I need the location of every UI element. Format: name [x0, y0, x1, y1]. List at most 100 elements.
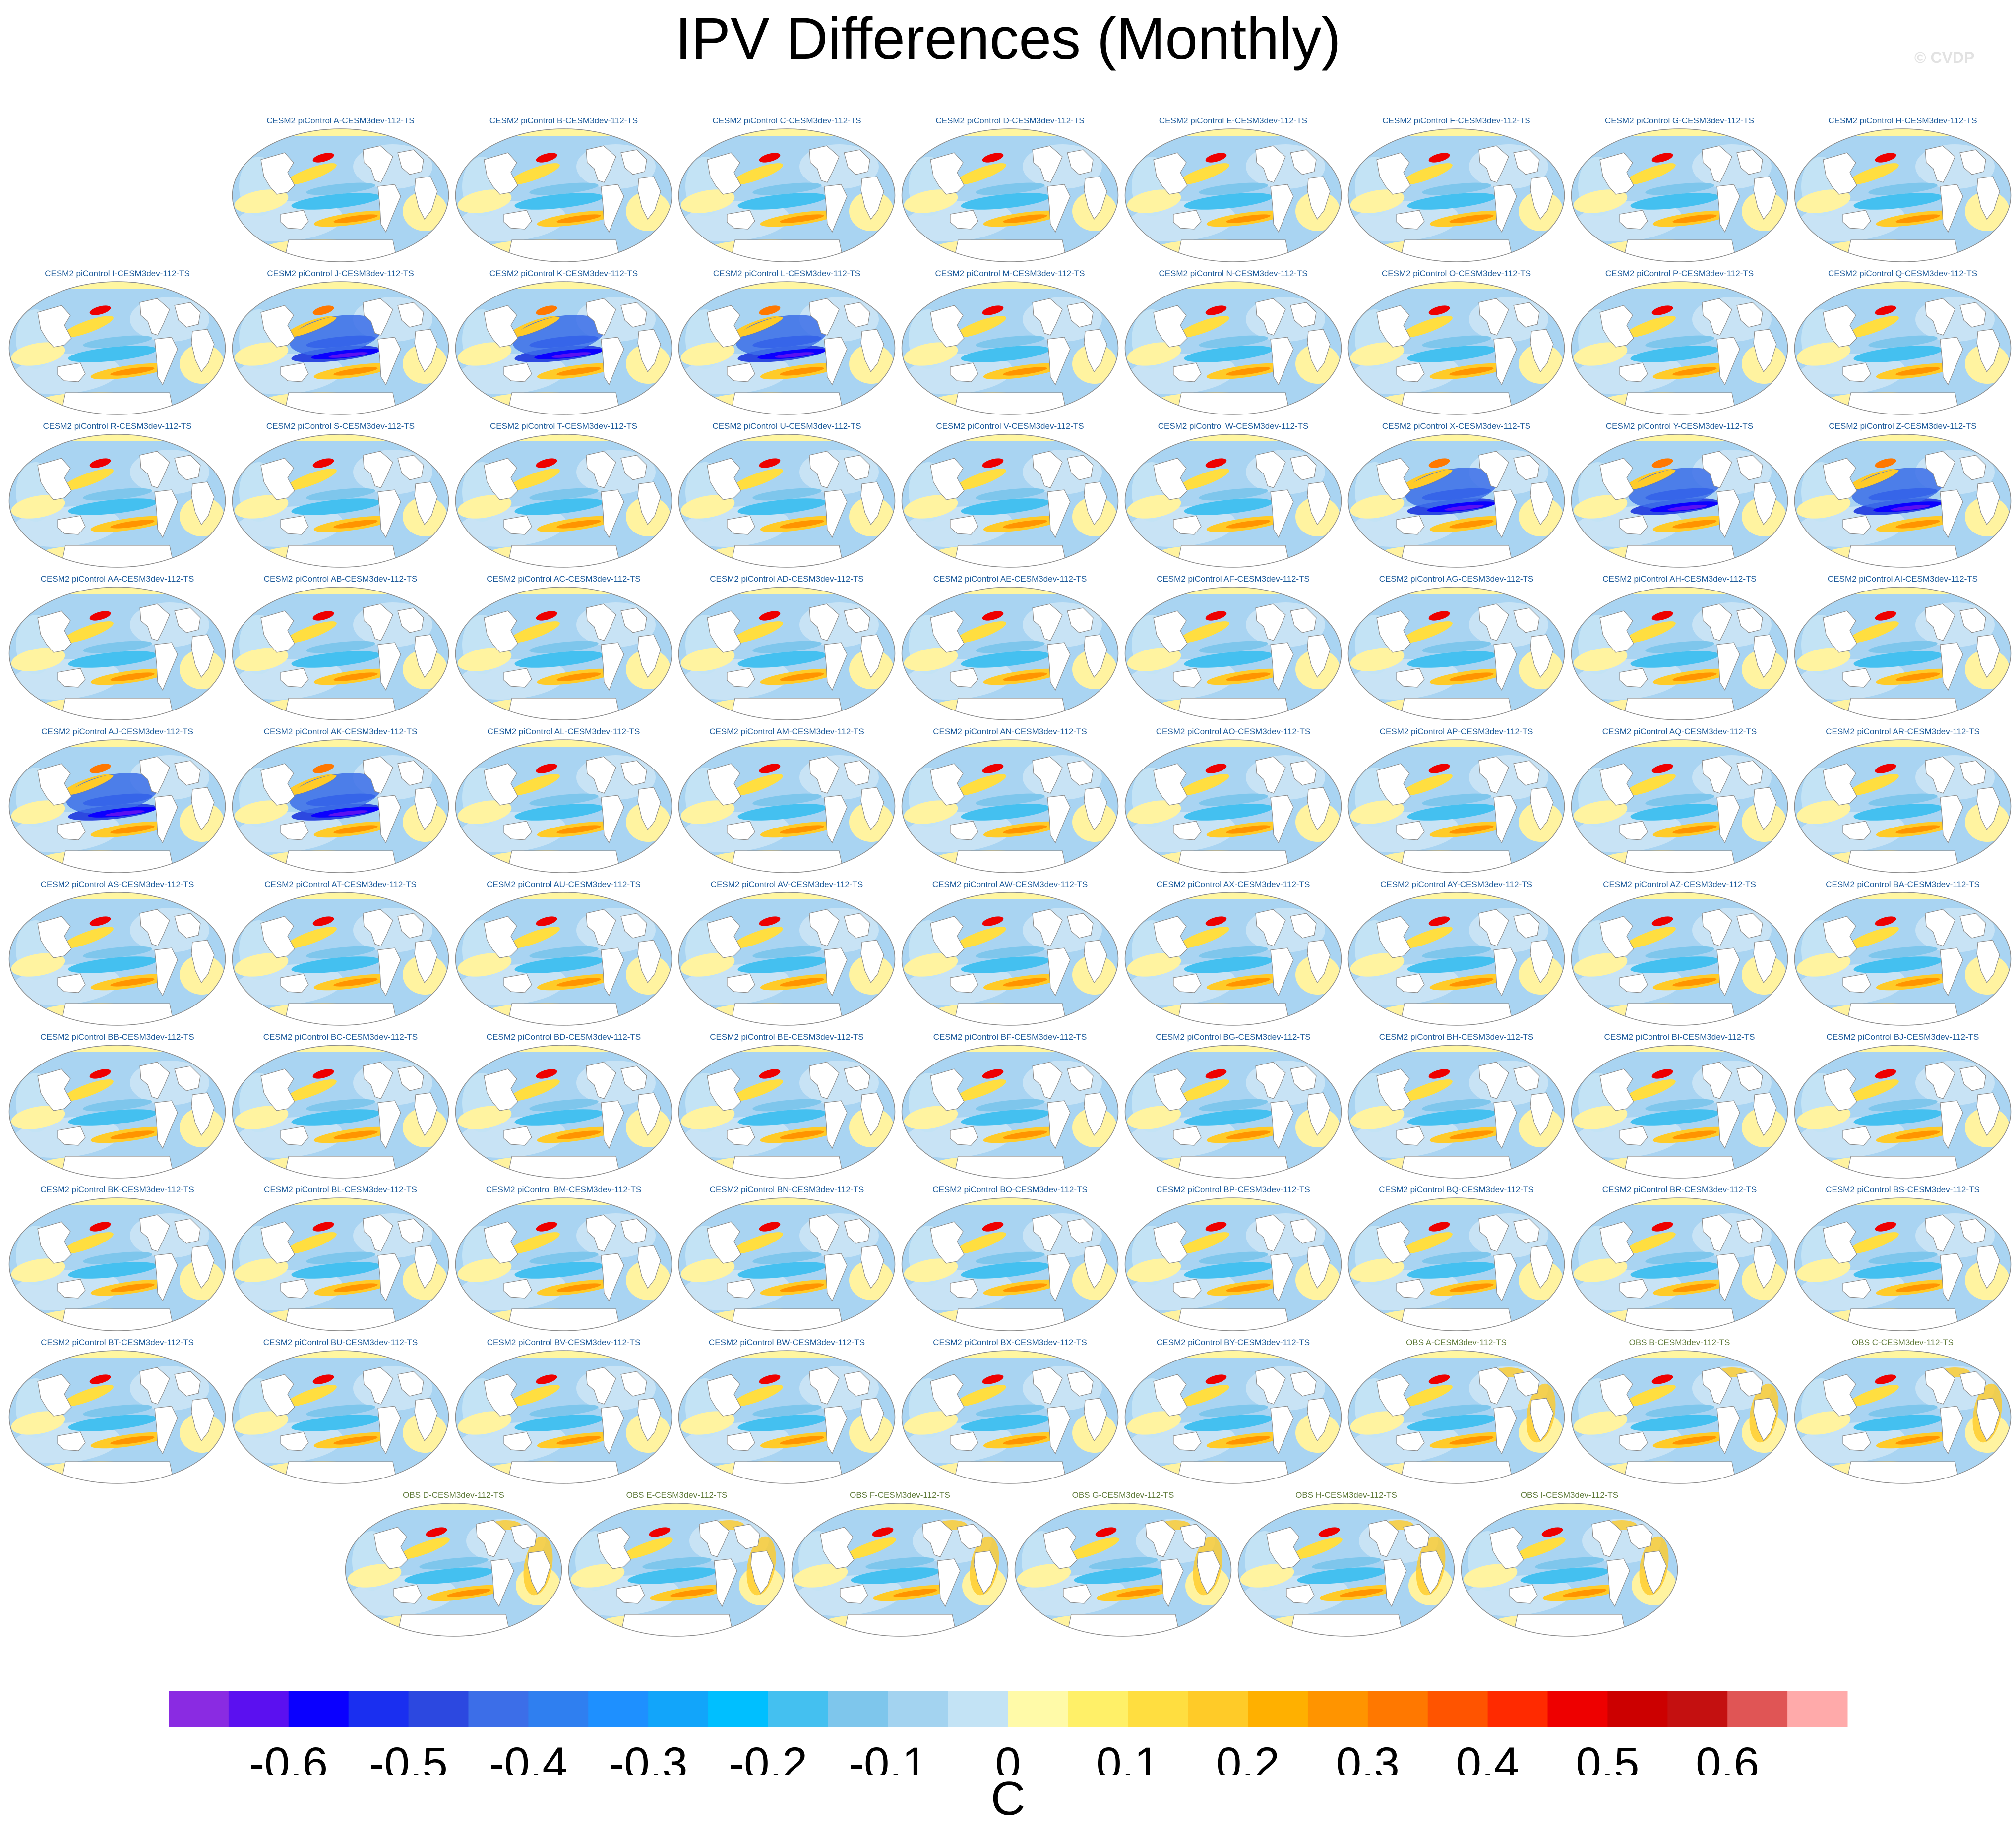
map-panel-plot [1014, 1503, 1232, 1637]
colorbar-swatch [1427, 1691, 1488, 1727]
map-panel-plot [1347, 587, 1565, 720]
map-panel: CESM2 piControl E-CESM3dev-112-TS [1122, 115, 1344, 264]
map-panel-plot [678, 128, 896, 262]
map-panel-title: CESM2 piControl S-CESM3dev-112-TS [266, 421, 415, 431]
map-panel-plot [1347, 892, 1565, 1026]
map-panel: CESM2 piControl J-CESM3dev-112-TS [229, 268, 452, 416]
map-panel-plot [678, 1350, 896, 1484]
colorbar-tick-label: 0 [995, 1738, 1021, 1775]
map-panel-plot [1124, 128, 1342, 262]
colorbar-swatch [1487, 1691, 1548, 1727]
map-panel-title: CESM2 piControl O-CESM3dev-112-TS [1381, 269, 1531, 278]
colorbar-tick-label: 0.6 [1696, 1738, 1759, 1775]
map-panel: CESM2 piControl BR-CESM3dev-112-TS [1568, 1184, 1791, 1333]
map-panel-plot [1124, 1350, 1342, 1484]
map-panel-plot [8, 587, 226, 720]
map-panel-title: CESM2 piControl BS-CESM3dev-112-TS [1826, 1185, 1980, 1194]
map-panel: CESM2 piControl BD-CESM3dev-112-TS [452, 1031, 675, 1180]
cvdp-credit: © CVDP [1914, 49, 1975, 66]
map-panel-title: CESM2 piControl AR-CESM3dev-112-TS [1826, 727, 1980, 736]
colorbar-swatch [288, 1691, 349, 1727]
map-panel-plot [1124, 434, 1342, 568]
map-panel-title: CESM2 piControl Z-CESM3dev-112-TS [1829, 421, 1977, 431]
map-panel-title: CESM2 piControl D-CESM3dev-112-TS [935, 116, 1085, 125]
map-panel: CESM2 piControl BC-CESM3dev-112-TS [229, 1031, 452, 1180]
colorbar-swatch [1727, 1691, 1788, 1727]
map-panel-plot [1571, 281, 1788, 415]
map-panel-title: CESM2 piControl F-CESM3dev-112-TS [1382, 116, 1530, 125]
map-panel-title: CESM2 piControl AZ-CESM3dev-112-TS [1603, 880, 1756, 889]
colorbar: -0.6 -0.5 -0.4 -0.3 -0.2 -0.1 0 0.1 0.2 0.3 0.4 0.5… [169, 1691, 1848, 1775]
map-panel-title: CESM2 piControl L-CESM3dev-112-TS [713, 269, 861, 278]
colorbar-units: C [990, 1772, 1026, 1825]
colorbar-swatch [528, 1691, 589, 1727]
map-panel: CESM2 piControl BO-CESM3dev-112-TS [899, 1184, 1121, 1333]
map-panel: CESM2 piControl P-CESM3dev-112-TS [1568, 268, 1791, 416]
map-panel: CESM2 piControl BX-CESM3dev-112-TS [899, 1337, 1121, 1485]
map-panel-title: CESM2 piControl BW-CESM3dev-112-TS [709, 1338, 865, 1347]
colorbar-swatch [888, 1691, 949, 1727]
map-panel-plot [901, 1350, 1119, 1484]
map-panel-plot [1571, 128, 1788, 262]
map-panel-title: CESM2 piControl E-CESM3dev-112-TS [1159, 116, 1308, 125]
map-panel: CESM2 piControl BM-CESM3dev-112-TS [452, 1184, 675, 1333]
map-panel: CESM2 piControl L-CESM3dev-112-TS [675, 268, 898, 416]
map-panel-plot [901, 1045, 1119, 1179]
map-panel: OBS A-CESM3dev-112-TS [1345, 1337, 1568, 1485]
colorbar-swatch [828, 1691, 889, 1727]
map-panel: CESM2 piControl AD-CESM3dev-112-TS [675, 573, 898, 722]
map-panel-plot [901, 281, 1119, 415]
map-panel-plot [1461, 1503, 1678, 1637]
map-panel: CESM2 piControl BB-CESM3dev-112-TS [6, 1031, 229, 1180]
map-panel: CESM2 piControl BY-CESM3dev-112-TS [1122, 1337, 1344, 1485]
map-panel-plot [1124, 281, 1342, 415]
map-panel: CESM2 piControl W-CESM3dev-112-TS [1122, 420, 1344, 569]
map-panel-title: CESM2 piControl BG-CESM3dev-112-TS [1156, 1032, 1311, 1042]
colorbar-swatch [1547, 1691, 1608, 1727]
map-panel-title: OBS E-CESM3dev-112-TS [626, 1490, 728, 1500]
colorbar-swatch [1787, 1691, 1848, 1727]
map-panel-title: CESM2 piControl AG-CESM3dev-112-TS [1379, 574, 1534, 584]
colorbar-swatch [648, 1691, 709, 1727]
colorbar-tick-label: -0.4 [489, 1738, 568, 1775]
map-panel-plot [455, 739, 672, 873]
map-panel-title: CESM2 piControl AX-CESM3dev-112-TS [1156, 880, 1310, 889]
map-panel-title: CESM2 piControl BV-CESM3dev-112-TS [487, 1338, 641, 1347]
map-panel: CESM2 piControl N-CESM3dev-112-TS [1122, 268, 1344, 416]
map-panel: CESM2 piControl Z-CESM3dev-112-TS [1791, 420, 2014, 569]
map-panel-plot [901, 434, 1119, 568]
map-panel-title: CESM2 piControl AQ-CESM3dev-112-TS [1602, 727, 1757, 736]
map-panel-plot [901, 739, 1119, 873]
map-panel: CESM2 piControl AF-CESM3dev-112-TS [1122, 573, 1344, 722]
map-panel: CESM2 piControl AO-CESM3dev-112-TS [1122, 726, 1344, 875]
map-panel: CESM2 piControl A-CESM3dev-112-TS [229, 115, 452, 264]
colorbar-swatch [1248, 1691, 1308, 1727]
map-panel-plot [901, 1197, 1119, 1331]
map-panel: CESM2 piControl AS-CESM3dev-112-TS [6, 879, 229, 1027]
map-panel: CESM2 piControl AA-CESM3dev-112-TS [6, 573, 229, 722]
map-panel: CESM2 piControl D-CESM3dev-112-TS [899, 115, 1121, 264]
map-panel-plot [232, 892, 449, 1026]
map-panel-plot [8, 1045, 226, 1179]
map-panel: CESM2 piControl U-CESM3dev-112-TS [675, 420, 898, 569]
map-panel: CESM2 piControl BG-CESM3dev-112-TS [1122, 1031, 1344, 1180]
map-panel: CESM2 piControl AE-CESM3dev-112-TS [899, 573, 1121, 722]
map-panel-plot [232, 1045, 449, 1179]
map-panel-plot [8, 892, 226, 1026]
colorbar-tick-label: -0.6 [249, 1738, 328, 1775]
map-panel-plot [345, 1503, 562, 1637]
colorbar-swatch [948, 1691, 1008, 1727]
page-title: IPV Differences (Monthly) [675, 6, 1341, 71]
colorbar-swatch [1008, 1691, 1068, 1727]
colorbar-tick-label: 0.2 [1216, 1738, 1280, 1775]
map-panel-title: CESM2 piControl AK-CESM3dev-112-TS [263, 727, 418, 736]
map-panel-plot [1571, 434, 1788, 568]
map-panel-title: OBS G-CESM3dev-112-TS [1072, 1490, 1174, 1500]
colorbar-swatch [708, 1691, 769, 1727]
colorbar-tick-label: 0.4 [1456, 1738, 1520, 1775]
map-panel-title: CESM2 piControl AE-CESM3dev-112-TS [933, 574, 1087, 584]
map-panel-title: CESM2 piControl AJ-CESM3dev-112-TS [41, 727, 193, 736]
colorbar-tick-label: -0.1 [849, 1738, 927, 1775]
colorbar-swatch [348, 1691, 409, 1727]
colorbar-tick-label: 0.3 [1336, 1738, 1400, 1775]
